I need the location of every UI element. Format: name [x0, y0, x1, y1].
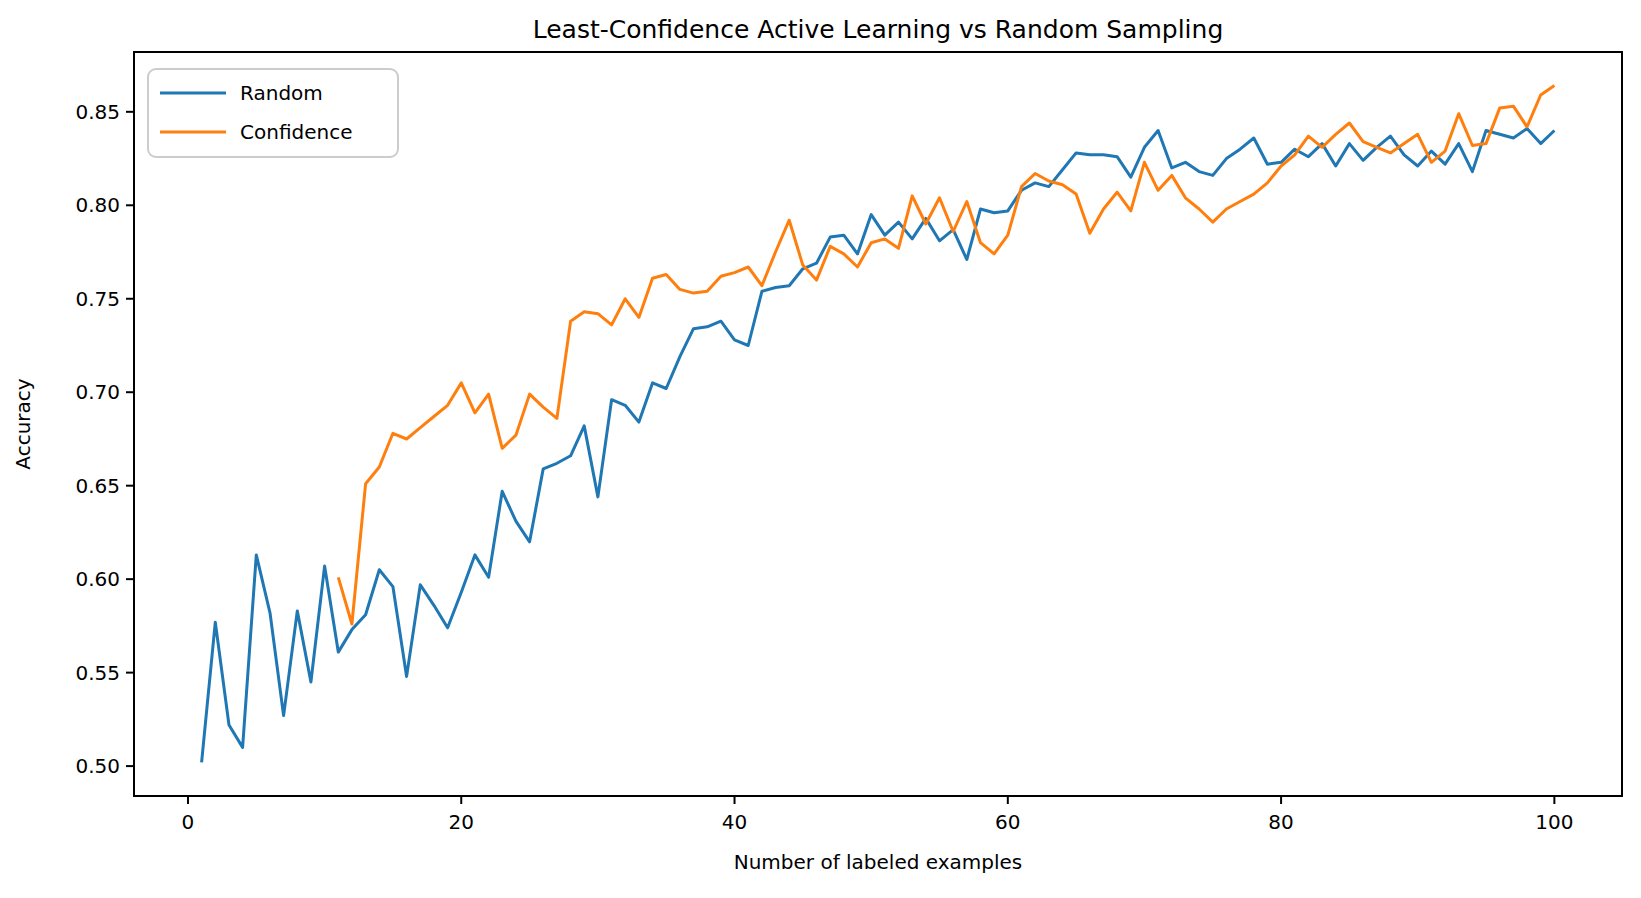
x-tick-label: 20: [449, 810, 474, 834]
x-tick-label: 0: [182, 810, 195, 834]
legend-label-random: Random: [240, 81, 323, 105]
chart-title: Least-Confidence Active Learning vs Rand…: [533, 15, 1224, 44]
y-tick-label: 0.65: [75, 474, 120, 498]
plot-frame: [134, 52, 1622, 796]
legend: Random Confidence: [148, 69, 398, 157]
series-line-random: [202, 129, 1555, 763]
y-tick-label: 0.50: [75, 754, 120, 778]
series-lines: [202, 86, 1555, 763]
y-axis-ticks: 0.50 0.55 0.60 0.65 0.70 0.75 0.80 0.85: [75, 100, 134, 778]
x-tick-label: 40: [722, 810, 747, 834]
chart-canvas: Least-Confidence Active Learning vs Rand…: [0, 0, 1641, 898]
matplotlib-figure: Least-Confidence Active Learning vs Rand…: [0, 0, 1641, 898]
series-line-confidence: [338, 86, 1554, 624]
x-tick-label: 80: [1268, 810, 1293, 834]
x-tick-label: 100: [1535, 810, 1573, 834]
y-axis-label: Accuracy: [11, 378, 35, 469]
y-tick-label: 0.70: [75, 380, 120, 404]
y-tick-label: 0.60: [75, 567, 120, 591]
x-axis-label: Number of labeled examples: [734, 850, 1023, 874]
y-tick-label: 0.55: [75, 661, 120, 685]
x-tick-label: 60: [995, 810, 1020, 834]
y-tick-label: 0.85: [75, 100, 120, 124]
y-tick-label: 0.75: [75, 287, 120, 311]
legend-label-confidence: Confidence: [240, 120, 352, 144]
x-axis-ticks: 0 20 40 60 80 100: [182, 796, 1574, 834]
y-tick-label: 0.80: [75, 193, 120, 217]
